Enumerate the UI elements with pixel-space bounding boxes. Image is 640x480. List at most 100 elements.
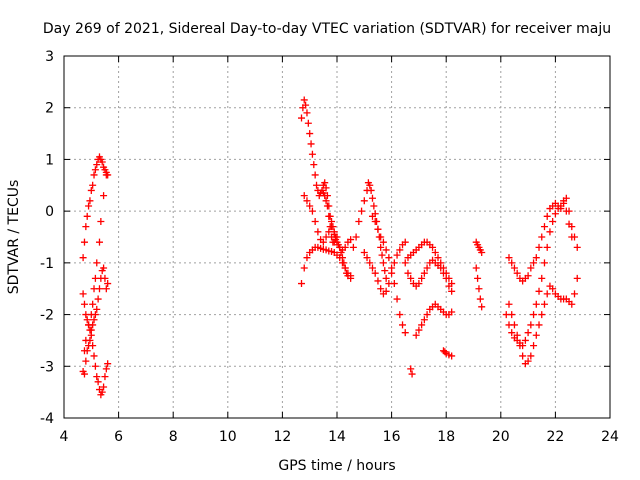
- y-tick-label: -4: [40, 411, 54, 427]
- series-late-D: [407, 347, 456, 378]
- data-point: [341, 264, 349, 272]
- x-tick-label: 4: [60, 429, 69, 445]
- x-axis-label: GPS time / hours: [278, 458, 395, 474]
- data-point: [94, 295, 102, 303]
- series-mid-D: [319, 179, 355, 282]
- data-point: [412, 331, 420, 339]
- data-point: [418, 274, 426, 282]
- data-point: [93, 161, 101, 169]
- series-end-A: [505, 194, 581, 285]
- data-point: [349, 243, 357, 251]
- data-point: [302, 101, 310, 109]
- data-point: [524, 272, 532, 280]
- y-tick-label: -2: [40, 308, 54, 324]
- y-axis-label: SDTVAR / TECUs: [6, 180, 22, 295]
- data-point: [527, 321, 535, 329]
- data-point: [521, 336, 529, 344]
- x-tick-label: 10: [219, 429, 237, 445]
- data-point: [98, 388, 106, 396]
- data-point: [505, 321, 513, 329]
- data-point: [399, 321, 407, 329]
- series-late-F: [472, 264, 486, 311]
- data-point: [379, 238, 387, 246]
- data-point: [393, 251, 401, 259]
- y-tick-label: 1: [45, 152, 54, 168]
- data-point: [100, 264, 108, 272]
- data-point: [448, 308, 456, 316]
- data-point: [303, 109, 311, 117]
- data-point: [352, 233, 360, 241]
- data-point: [79, 254, 87, 262]
- data-point: [431, 249, 439, 257]
- data-point: [91, 274, 99, 282]
- data-point: [377, 233, 385, 241]
- data-point: [551, 210, 559, 218]
- data-point: [85, 321, 93, 329]
- data-point: [328, 217, 336, 225]
- data-point: [396, 246, 404, 254]
- data-point: [87, 331, 95, 339]
- data-point: [102, 365, 110, 373]
- data-point: [535, 243, 543, 251]
- data-point: [80, 238, 88, 246]
- data-point: [347, 274, 355, 282]
- data-point: [101, 373, 109, 381]
- data-point: [393, 295, 401, 303]
- data-point: [93, 373, 101, 381]
- data-point: [370, 202, 378, 210]
- data-point: [104, 280, 112, 288]
- data-point: [368, 194, 376, 202]
- data-point: [322, 197, 330, 205]
- data-point: [304, 119, 312, 127]
- data-point: [532, 254, 540, 262]
- data-point: [475, 285, 483, 293]
- data-point: [404, 269, 412, 277]
- data-point: [360, 249, 368, 257]
- data-point: [439, 269, 447, 277]
- data-point: [378, 251, 386, 259]
- data-point: [535, 321, 543, 329]
- data-point: [543, 243, 551, 251]
- data-point: [546, 228, 554, 236]
- data-point: [478, 303, 486, 311]
- data-point: [86, 197, 94, 205]
- data-point: [382, 287, 390, 295]
- data-point: [565, 220, 573, 228]
- data-point: [94, 378, 102, 386]
- data-point: [91, 166, 99, 174]
- data-point: [573, 243, 581, 251]
- data-point: [382, 246, 390, 254]
- series-late-C: [412, 300, 456, 339]
- data-point: [474, 274, 482, 282]
- data-point: [478, 249, 486, 257]
- data-point: [568, 233, 576, 241]
- data-point: [530, 259, 538, 267]
- data-point: [102, 171, 110, 179]
- x-tick-label: 20: [492, 429, 510, 445]
- data-point: [560, 199, 568, 207]
- x-tick-label: 14: [328, 429, 346, 445]
- data-point: [90, 316, 98, 324]
- data-point: [308, 207, 316, 215]
- x-tick-label: 8: [169, 429, 178, 445]
- data-point: [434, 254, 442, 262]
- data-point: [418, 321, 426, 329]
- data-point: [310, 161, 318, 169]
- data-point: [472, 264, 480, 272]
- data-point: [313, 181, 321, 189]
- data-point: [80, 300, 88, 308]
- data-point: [543, 212, 551, 220]
- data-point: [332, 233, 340, 241]
- data-point: [366, 259, 374, 267]
- data-point: [368, 264, 376, 272]
- data-point: [415, 280, 423, 288]
- data-point: [85, 202, 93, 210]
- data-point: [381, 267, 389, 275]
- data-point: [532, 331, 540, 339]
- data-point: [505, 254, 513, 262]
- data-point: [90, 171, 98, 179]
- data-point: [329, 223, 337, 231]
- data-point: [89, 342, 97, 350]
- x-tick-label: 16: [383, 429, 401, 445]
